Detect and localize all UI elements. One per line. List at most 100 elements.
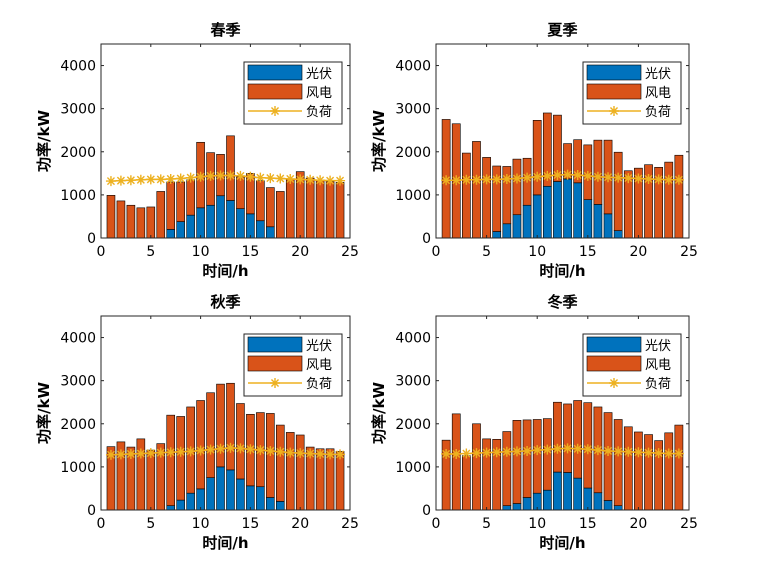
bar-风电-21 xyxy=(305,177,315,239)
bar-光伏-16 xyxy=(593,204,603,239)
bar-风电-14 xyxy=(573,400,583,479)
marker-负荷-21 xyxy=(305,174,316,185)
marker-负荷-8 xyxy=(175,173,186,184)
bar-风电-10 xyxy=(532,120,542,196)
bar-风电-23 xyxy=(325,181,335,239)
bar-光伏-7 xyxy=(166,229,176,239)
x-tick-label: 15 xyxy=(579,516,597,532)
marker-负荷-1 xyxy=(105,176,116,187)
bar-光伏-18 xyxy=(613,230,623,239)
marker-负荷-22 xyxy=(653,448,664,459)
y-axis-label: 功率/kW xyxy=(35,110,53,172)
bar-风电-13 xyxy=(226,135,235,201)
bar-光伏-15 xyxy=(246,213,255,239)
marker-负荷-1 xyxy=(105,449,116,460)
marker-负荷-7 xyxy=(501,173,512,184)
bar-风电-10 xyxy=(532,419,542,494)
legend-label: 负荷 xyxy=(645,105,671,120)
marker-负荷-18 xyxy=(275,173,286,184)
bar-风电-24 xyxy=(335,182,345,239)
bar-风电-3 xyxy=(462,455,471,511)
bar-光伏-18 xyxy=(275,501,285,511)
x-axis-label: 时间/h xyxy=(202,262,248,280)
y-tick-label: 0 xyxy=(422,503,431,519)
marker-负荷-18 xyxy=(613,446,624,457)
bar-光伏-11 xyxy=(206,204,215,239)
marker-负荷-8 xyxy=(511,446,522,457)
bar-风电-3 xyxy=(462,152,471,239)
marker-负荷-17 xyxy=(603,445,614,456)
marker-负荷-9 xyxy=(522,172,533,183)
x-tick-label: 5 xyxy=(146,516,155,532)
marker-负荷-6 xyxy=(491,174,502,185)
marker-负荷-22 xyxy=(315,175,326,186)
bar-光伏-13 xyxy=(226,469,235,511)
bar-光伏-14 xyxy=(573,182,583,239)
bar-光伏-17 xyxy=(603,213,613,239)
bar-风电-6 xyxy=(156,191,166,239)
bar-风电-1 xyxy=(106,195,116,239)
bar-光伏-15 xyxy=(583,199,593,239)
bar-风电-11 xyxy=(542,112,552,187)
marker-负荷-22 xyxy=(653,174,664,185)
y-tick-label: 4000 xyxy=(395,59,431,75)
legend-marker-负荷 xyxy=(609,378,619,388)
bar-风电-12 xyxy=(553,401,562,473)
legend-label: 光伏 xyxy=(306,339,332,354)
marker-负荷-13 xyxy=(562,169,573,180)
x-tick-label: 0 xyxy=(432,244,441,260)
x-axis-label: 时间/h xyxy=(539,534,585,552)
bar-光伏-11 xyxy=(542,489,552,511)
y-tick-label: 3000 xyxy=(60,102,96,118)
subplot-title: 秋季 xyxy=(210,293,240,311)
bar-风电-4 xyxy=(472,141,481,239)
bar-光伏-12 xyxy=(216,466,225,511)
bar-风电-4 xyxy=(136,207,146,239)
y-tick-label: 1000 xyxy=(60,460,96,476)
bar-光伏-12 xyxy=(553,471,562,511)
marker-负荷-12 xyxy=(215,170,226,181)
x-tick-label: 25 xyxy=(680,244,698,260)
bar-光伏-9 xyxy=(522,497,532,511)
marker-负荷-16 xyxy=(592,445,603,456)
x-tick-label: 10 xyxy=(528,244,546,260)
marker-负荷-8 xyxy=(511,173,522,184)
x-tick-label: 0 xyxy=(432,516,441,532)
bar-风电-8 xyxy=(176,416,185,501)
marker-负荷-2 xyxy=(115,175,126,186)
marker-负荷-19 xyxy=(285,447,296,458)
marker-负荷-20 xyxy=(295,174,306,185)
bar-风电-16 xyxy=(256,180,265,222)
marker-负荷-12 xyxy=(552,443,563,454)
bar-风电-9 xyxy=(522,419,532,498)
marker-负荷-8 xyxy=(175,446,186,457)
legend-swatch-风电 xyxy=(247,83,303,100)
axes-box xyxy=(435,315,690,511)
legend-label: 风电 xyxy=(306,358,332,373)
marker-负荷-20 xyxy=(295,448,306,459)
bar-光伏-17 xyxy=(603,500,613,511)
marker-负荷-19 xyxy=(623,173,634,184)
marker-负荷-4 xyxy=(135,448,146,459)
bar-光伏-17 xyxy=(266,226,275,239)
marker-负荷-13 xyxy=(562,443,573,454)
x-tick-label: 15 xyxy=(241,244,259,260)
bar-风电-18 xyxy=(613,151,623,231)
marker-负荷-15 xyxy=(582,444,593,455)
bar-光伏-15 xyxy=(583,487,593,511)
axes-box xyxy=(435,43,690,239)
bar-光伏-11 xyxy=(542,185,552,239)
marker-负荷-24 xyxy=(673,174,684,185)
marker-负荷-3 xyxy=(461,174,472,185)
marker-负荷-2 xyxy=(451,448,462,459)
x-tick-label: 25 xyxy=(680,516,698,532)
bar-风电-13 xyxy=(563,403,572,473)
bar-光伏-14 xyxy=(236,208,245,239)
legend-label: 负荷 xyxy=(306,377,332,392)
bar-风电-23 xyxy=(664,432,674,511)
bar-光伏-13 xyxy=(563,472,572,511)
marker-负荷-15 xyxy=(245,444,256,455)
bar-风电-5 xyxy=(146,449,156,511)
y-tick-label: 2000 xyxy=(60,145,96,161)
